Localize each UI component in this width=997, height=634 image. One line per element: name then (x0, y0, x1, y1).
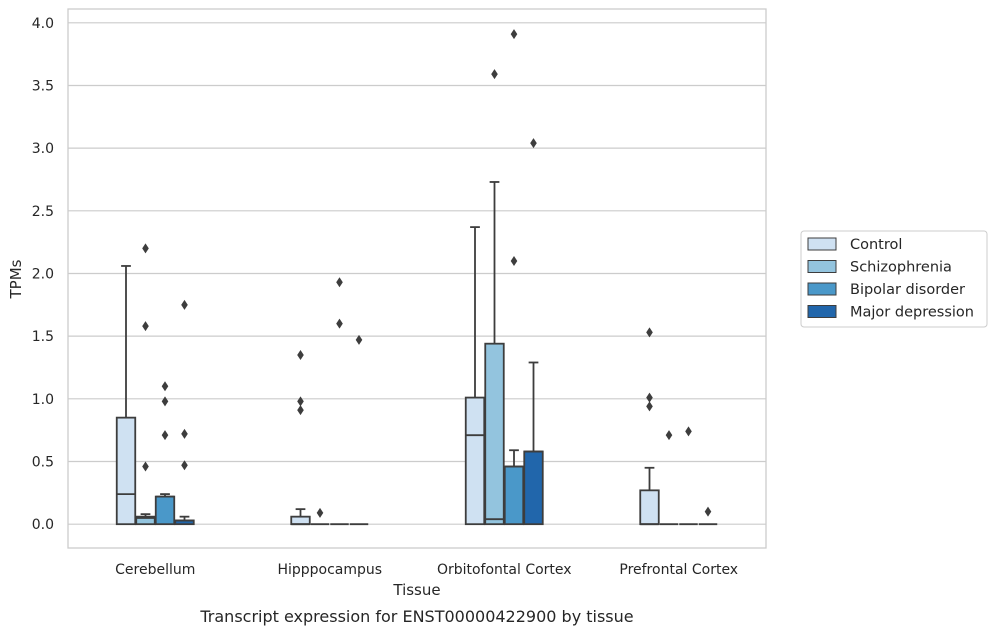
series-bipolar-disorder (154, 29, 698, 526)
outlier-point (181, 428, 188, 439)
y-tick-label: 4.0 (32, 16, 54, 32)
legend-item: Schizophrenia (807, 260, 952, 276)
legend-swatch (807, 260, 837, 273)
outlier-point (646, 327, 653, 338)
outlier-point (316, 507, 324, 518)
box (698, 506, 718, 526)
box (154, 381, 176, 526)
legend-frame (800, 230, 988, 328)
box (135, 243, 156, 526)
outlier-point (704, 506, 712, 517)
box-body (639, 489, 660, 526)
box (503, 29, 525, 526)
y-tick-label: 0.0 (32, 517, 54, 533)
outlier-point (646, 392, 653, 403)
legend-label: Major depression (850, 305, 974, 321)
box-body (115, 416, 137, 526)
outlier-point (161, 430, 169, 441)
box (679, 426, 698, 526)
box (464, 226, 486, 526)
box (639, 327, 660, 526)
box (174, 299, 195, 526)
y-axis-title: TPMs (7, 259, 25, 299)
outlier-point (297, 396, 304, 407)
x-tick-label: Cerebellum (115, 562, 195, 578)
series-major-depression (174, 138, 718, 526)
outlier-point (297, 349, 304, 360)
x-axis-title: Tissue (392, 581, 440, 599)
outlier-point (181, 460, 188, 471)
box-body (464, 396, 486, 526)
outlier-point (142, 321, 149, 332)
box-series (115, 29, 718, 526)
legend-swatch (807, 305, 837, 318)
box-body (523, 450, 544, 526)
legend-swatch (807, 237, 837, 251)
y-tick-label: 3.5 (32, 78, 54, 94)
outlier-point (336, 277, 343, 288)
outlier-point (510, 29, 518, 40)
legend-item: Bipolar disorder (807, 282, 965, 298)
x-axis-ticks: Cerebellum Hipppocampus Orbitofontal Corte… (115, 562, 738, 578)
y-axis-ticks: 0.0 0.5 1.0 1.5 2.0 2.5 3.0 3.5 4.0 (32, 16, 54, 533)
outlier-point (142, 461, 149, 472)
outlier-point (646, 401, 653, 412)
box (290, 349, 311, 526)
y-tick-label: 2.5 (32, 204, 54, 220)
outlier-point (297, 405, 304, 416)
legend-swatch (807, 282, 837, 296)
figure-caption: Transcript expression for ENST0000042290… (199, 607, 633, 626)
y-tick-label: 1.0 (32, 392, 54, 408)
box-body (503, 465, 525, 526)
legend-label: Bipolar disorder (850, 282, 965, 298)
box-body (135, 515, 156, 526)
box (659, 430, 679, 526)
box (349, 334, 369, 526)
outlier-point (142, 243, 149, 254)
outlier-point (491, 69, 498, 80)
outlier-point (355, 334, 363, 345)
box (310, 507, 330, 526)
outlier-point (510, 255, 518, 266)
outlier-point (181, 299, 188, 310)
y-tick-label: 3.0 (32, 141, 54, 157)
box (330, 277, 349, 526)
outlier-point (161, 381, 169, 392)
x-tick-label: Prefrontal Cortex (619, 562, 738, 578)
outlier-point (161, 396, 169, 407)
y-tick-label: 2.0 (32, 266, 54, 282)
legend-label: Control (850, 237, 902, 253)
outlier-point (665, 430, 673, 441)
x-tick-label: Orbitofontal Cortex (437, 562, 572, 578)
x-tick-label: Hipppocampus (277, 562, 382, 578)
legend: Control Schizophrenia Bipolar disorder Majo… (800, 230, 988, 328)
outlier-point (336, 318, 343, 329)
series-control (115, 226, 660, 526)
y-tick-label: 1.5 (32, 329, 54, 345)
box-body (154, 495, 176, 526)
outlier-point (685, 426, 692, 437)
box (115, 265, 137, 526)
box-body (290, 515, 311, 526)
box (523, 138, 544, 526)
legend-item: Major depression (807, 305, 974, 321)
series-schizophrenia (135, 69, 679, 526)
box-body (484, 342, 505, 526)
outlier-point (530, 138, 537, 149)
y-tick-label: 0.5 (32, 455, 54, 471)
legend-item: Control (807, 237, 902, 253)
legend-label: Schizophrenia (850, 260, 952, 276)
plot-frame (67, 8, 767, 549)
box (484, 69, 505, 526)
